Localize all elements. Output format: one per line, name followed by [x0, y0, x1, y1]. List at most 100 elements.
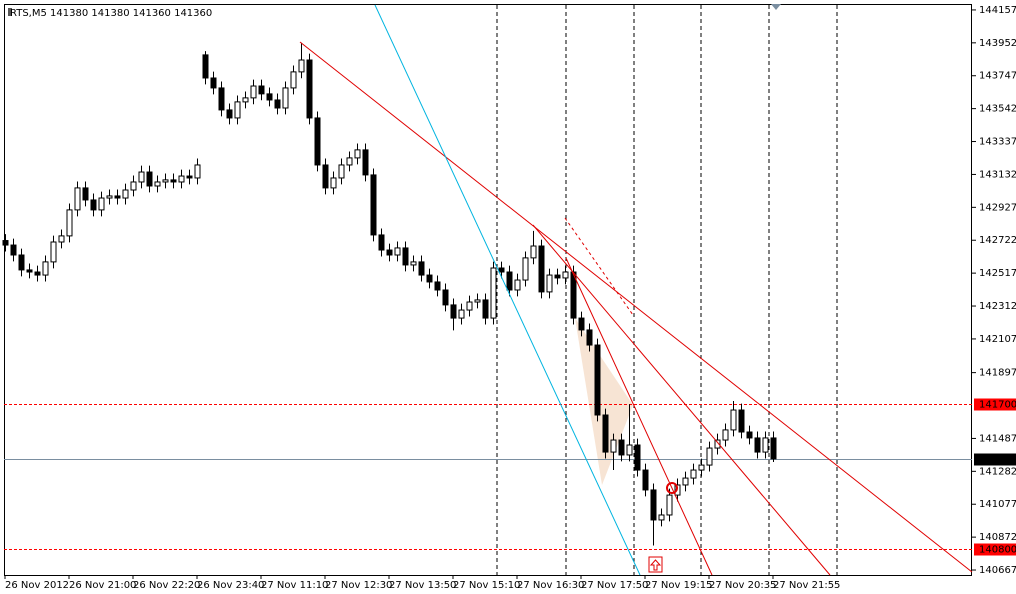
y-tick-label: 143132: [979, 169, 1016, 180]
candle-body: [218, 87, 225, 111]
candle-body: [602, 414, 609, 453]
arrow-box: [648, 556, 663, 573]
candle-body: [194, 164, 201, 179]
candle-body: [450, 304, 457, 319]
candle-body: [330, 177, 337, 189]
x-tick-label: 27 Nov 12:30: [325, 580, 392, 591]
trend-line: [532, 224, 831, 576]
price-label-box: [974, 398, 1016, 411]
x-tick-label: 27 Nov 21:55: [773, 580, 840, 591]
candle-body: [658, 514, 665, 521]
x-tick-label: 27 Nov 19:15: [645, 580, 712, 591]
x-tick-label: 26 Nov 23:40: [197, 580, 264, 591]
period-separators: [496, 5, 838, 575]
candle-body: [322, 164, 329, 189]
candle-body: [594, 344, 601, 416]
candle-body: [42, 261, 49, 276]
candle-body: [138, 171, 145, 183]
candle-body: [234, 101, 241, 119]
y-tick-label: 141282: [979, 466, 1016, 477]
candle-body: [106, 195, 113, 199]
candle-body: [74, 187, 81, 211]
x-tick-label: 27 Nov 15:10: [453, 580, 520, 591]
price-label: 140800: [979, 545, 1016, 556]
candle-body: [298, 59, 305, 73]
candle-body: [474, 299, 481, 303]
candle-body: [98, 197, 105, 211]
candle-body: [722, 429, 729, 441]
x-tick-label: 27 Nov 13:50: [389, 580, 456, 591]
candle-body: [2, 240, 9, 246]
candle-body: [482, 299, 489, 319]
candle-body: [290, 71, 297, 89]
candle-body: [498, 267, 505, 273]
trend-lines: [299, 4, 973, 576]
candle-body: [130, 181, 137, 191]
candle-body: [458, 309, 465, 319]
candle-body: [90, 199, 97, 211]
candle-body: [738, 409, 745, 433]
candle-body: [178, 175, 185, 183]
x-tick-label: 26 Nov 22:20: [133, 580, 200, 591]
candle-body: [770, 437, 777, 460]
trend-line: [374, 4, 641, 576]
y-tick-label: 142517: [979, 268, 1016, 279]
candle-body: [282, 87, 289, 109]
signal-circle: [666, 482, 678, 494]
candle-body: [546, 274, 553, 293]
candle-body: [378, 234, 385, 251]
y-tick-label: 142107: [979, 334, 1016, 345]
candle-body: [538, 245, 545, 293]
candle-body: [394, 247, 401, 256]
candle-body: [650, 489, 657, 521]
candle-body: [274, 99, 281, 109]
trend-line: [565, 257, 713, 576]
candle-body: [746, 431, 753, 439]
y-tick-label: 140667: [979, 565, 1016, 576]
dashed-line: [564, 217, 634, 316]
candle-body: [266, 93, 273, 101]
symbol-icon: [8, 8, 12, 16]
y-tick-label: 143747: [979, 71, 1016, 82]
candle-body: [258, 85, 265, 95]
y-tick-label: 141487: [979, 433, 1016, 444]
hlines: [4, 404, 972, 550]
candle-body: [698, 464, 705, 471]
candle-body: [418, 261, 425, 276]
candle-body: [754, 437, 761, 453]
candle-body: [146, 171, 153, 187]
y-tick-label: 140872: [979, 532, 1016, 543]
candle-body: [338, 164, 345, 179]
candle-body: [346, 157, 353, 166]
candle-body: [618, 439, 625, 456]
candle-body: [586, 329, 593, 346]
candle-body: [554, 274, 561, 279]
candle-body: [610, 439, 617, 453]
up-arrow: [649, 559, 662, 571]
x-tick-label: 26 Nov 21:00: [69, 580, 136, 591]
candle-body: [682, 477, 689, 486]
price-label-box: [974, 543, 1016, 556]
candle-body: [82, 187, 89, 201]
y-tick-label: 142722: [979, 235, 1016, 246]
candle-body: [714, 439, 721, 449]
candle-body: [162, 179, 169, 183]
candle-body: [26, 269, 33, 273]
candle-body: [50, 241, 57, 263]
shift-marker: [771, 4, 781, 10]
y-tick-label: 143952: [979, 38, 1016, 49]
x-tick-label: 27 Nov 20:35: [709, 580, 776, 591]
candle-body: [370, 174, 377, 236]
candle-body: [466, 301, 473, 311]
candle-body: [362, 149, 369, 176]
candle-body: [426, 274, 433, 283]
candle-body: [250, 85, 257, 99]
candle-body: [34, 271, 41, 276]
price-label: 141360: [979, 455, 1016, 466]
plot-frame: [4, 4, 972, 576]
shaded-triangle: [575, 318, 633, 485]
y-tick-label: 141897: [979, 368, 1016, 379]
candle-body: [10, 244, 17, 256]
axes: 144157 143952 143747 143542 143337 143132 1429…: [4, 5, 1016, 591]
